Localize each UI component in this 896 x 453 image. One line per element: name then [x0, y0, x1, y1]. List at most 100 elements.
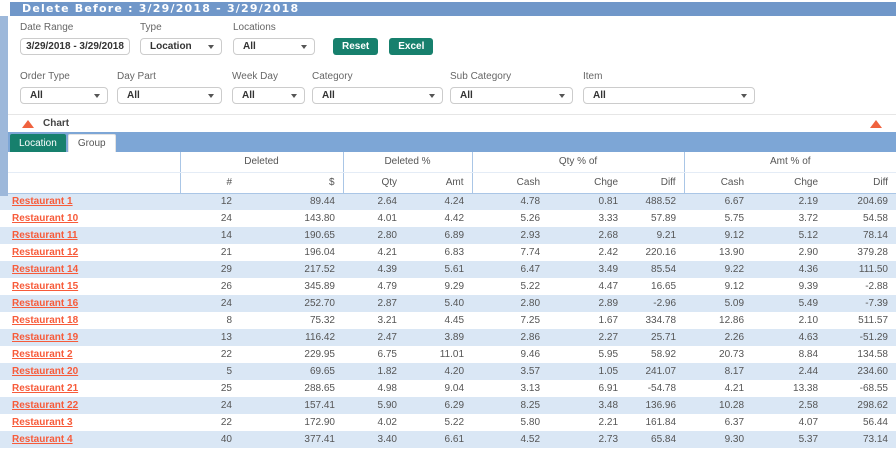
sub-category-select[interactable]: All — [450, 87, 573, 104]
table-group-header-row: Deleted Deleted % Qty % of Amt % of — [0, 152, 896, 172]
deleted-group-header: Deleted — [180, 152, 343, 172]
value-cell: 4.21 — [684, 380, 752, 397]
value-cell: 54.58 — [826, 210, 896, 227]
value-cell: 172.90 — [240, 414, 343, 431]
day-part-select[interactable]: All — [117, 87, 222, 104]
restaurant-name-cell: Restaurant 4 — [0, 431, 180, 448]
value-cell: 229.95 — [240, 346, 343, 363]
col-header-dollar: $ — [240, 172, 343, 193]
table-row: Restaurant 11289.442.644.244.780.81488.5… — [0, 193, 896, 210]
item-select[interactable]: All — [583, 87, 755, 104]
value-cell: 3.72 — [752, 210, 826, 227]
table-row: Restaurant 1429217.524.395.616.473.4985.… — [0, 261, 896, 278]
value-cell: 26 — [180, 278, 240, 295]
value-cell: 69.65 — [240, 363, 343, 380]
restaurant-link[interactable]: Restaurant 12 — [12, 247, 78, 258]
locations-group: Locations All — [233, 22, 315, 55]
restaurant-name-cell: Restaurant 21 — [0, 380, 180, 397]
value-cell: 511.57 — [826, 312, 896, 329]
value-cell: 4.52 — [472, 431, 548, 448]
category-select[interactable]: All — [312, 87, 443, 104]
value-cell: 2.47 — [343, 329, 405, 346]
week-day-group: Week Day All — [232, 71, 305, 104]
value-cell: 3.49 — [548, 261, 626, 278]
restaurant-name-cell: Restaurant 15 — [0, 278, 180, 295]
value-cell: 345.89 — [240, 278, 343, 295]
value-cell: 4.20 — [405, 363, 472, 380]
table-row: Restaurant 2224157.415.906.298.253.48136… — [0, 397, 896, 414]
restaurant-link[interactable]: Restaurant 20 — [12, 366, 78, 377]
restaurant-name-cell: Restaurant 18 — [0, 312, 180, 329]
value-cell: 2.44 — [752, 363, 826, 380]
chart-section-label: Chart — [43, 118, 69, 129]
value-cell: 7.74 — [472, 244, 548, 261]
qty-pct-group-header: Qty % of — [472, 152, 684, 172]
tab-group[interactable]: Group — [68, 134, 116, 152]
report-window: Delete Before : 3/29/2018 - 3/29/2018 Da… — [0, 2, 896, 453]
value-cell: 9.22 — [684, 261, 752, 278]
value-cell: 8 — [180, 312, 240, 329]
value-cell: 9.46 — [472, 346, 548, 363]
value-cell: 2.80 — [343, 227, 405, 244]
value-cell: 56.44 — [826, 414, 896, 431]
day-part-label: Day Part — [117, 71, 222, 82]
value-cell: 334.78 — [626, 312, 684, 329]
category-select-value: All — [322, 90, 335, 101]
value-cell: 161.84 — [626, 414, 684, 431]
value-cell: 14 — [180, 227, 240, 244]
locations-select[interactable]: All — [233, 38, 315, 55]
value-cell: 111.50 — [826, 261, 896, 278]
value-cell: 9.39 — [752, 278, 826, 295]
type-select[interactable]: Location — [140, 38, 222, 55]
week-day-select[interactable]: All — [232, 87, 305, 104]
value-cell: 143.80 — [240, 210, 343, 227]
value-cell: 65.84 — [626, 431, 684, 448]
restaurant-link[interactable]: Restaurant 10 — [12, 213, 78, 224]
value-cell: 5.75 — [684, 210, 752, 227]
value-cell: 2.73 — [548, 431, 626, 448]
collapse-triangle-icon[interactable] — [22, 120, 34, 128]
restaurant-link[interactable]: Restaurant 2 — [12, 349, 73, 360]
restaurant-name-cell: Restaurant 1 — [0, 193, 180, 210]
restaurant-link[interactable]: Restaurant 22 — [12, 400, 78, 411]
restaurant-link[interactable]: Restaurant 11 — [12, 230, 78, 241]
value-cell: 4.79 — [343, 278, 405, 295]
restaurant-link[interactable]: Restaurant 21 — [12, 383, 78, 394]
date-range-input[interactable]: 3/29/2018 - 3/29/2018 — [20, 38, 130, 55]
table-row: Restaurant 1624252.702.875.402.802.89-2.… — [0, 295, 896, 312]
value-cell: 2.86 — [472, 329, 548, 346]
value-cell: 4.98 — [343, 380, 405, 397]
value-cell: 1.67 — [548, 312, 626, 329]
collapse-triangle-icon-right[interactable] — [870, 120, 882, 128]
value-cell: 5.26 — [472, 210, 548, 227]
col-header-amt: Amt — [405, 172, 472, 193]
restaurant-link[interactable]: Restaurant 16 — [12, 298, 78, 309]
value-cell: 20.73 — [684, 346, 752, 363]
order-type-select[interactable]: All — [20, 87, 108, 104]
chevron-down-icon — [741, 94, 747, 98]
value-cell: 0.81 — [548, 193, 626, 210]
value-cell: 4.36 — [752, 261, 826, 278]
value-cell: 57.89 — [626, 210, 684, 227]
date-range-label: Date Range — [20, 22, 130, 33]
restaurant-name-cell: Restaurant 22 — [0, 397, 180, 414]
reset-button[interactable]: Reset — [333, 38, 378, 55]
table-row: Restaurant 2125288.654.989.043.136.91-54… — [0, 380, 896, 397]
restaurant-link[interactable]: Restaurant 15 — [12, 281, 78, 292]
value-cell: 4.63 — [752, 329, 826, 346]
tab-location[interactable]: Location — [10, 134, 66, 152]
excel-button[interactable]: Excel — [389, 38, 433, 55]
restaurant-link[interactable]: Restaurant 3 — [12, 417, 73, 428]
restaurant-link[interactable]: Restaurant 18 — [12, 315, 78, 326]
restaurant-link[interactable]: Restaurant 1 — [12, 196, 73, 207]
value-cell: 3.48 — [548, 397, 626, 414]
value-cell: 16.65 — [626, 278, 684, 295]
restaurant-link[interactable]: Restaurant 19 — [12, 332, 78, 343]
value-cell: 234.60 — [826, 363, 896, 380]
value-cell: 196.04 — [240, 244, 343, 261]
restaurant-link[interactable]: Restaurant 4 — [12, 434, 73, 445]
restaurant-link[interactable]: Restaurant 14 — [12, 264, 78, 275]
chevron-down-icon — [291, 94, 297, 98]
value-cell: 5.37 — [752, 431, 826, 448]
value-cell: 9.04 — [405, 380, 472, 397]
